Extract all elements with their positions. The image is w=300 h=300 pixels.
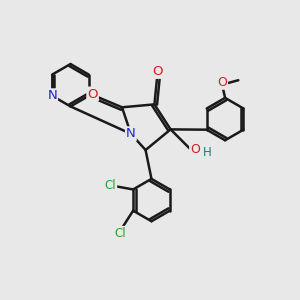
- Text: N: N: [47, 89, 57, 102]
- Text: H: H: [203, 146, 212, 159]
- Text: N: N: [126, 127, 136, 140]
- Text: Cl: Cl: [114, 227, 126, 240]
- Text: O: O: [217, 76, 227, 89]
- Text: O: O: [87, 88, 98, 100]
- Text: O: O: [190, 142, 200, 156]
- Text: Cl: Cl: [105, 178, 116, 191]
- Text: O: O: [152, 65, 163, 78]
